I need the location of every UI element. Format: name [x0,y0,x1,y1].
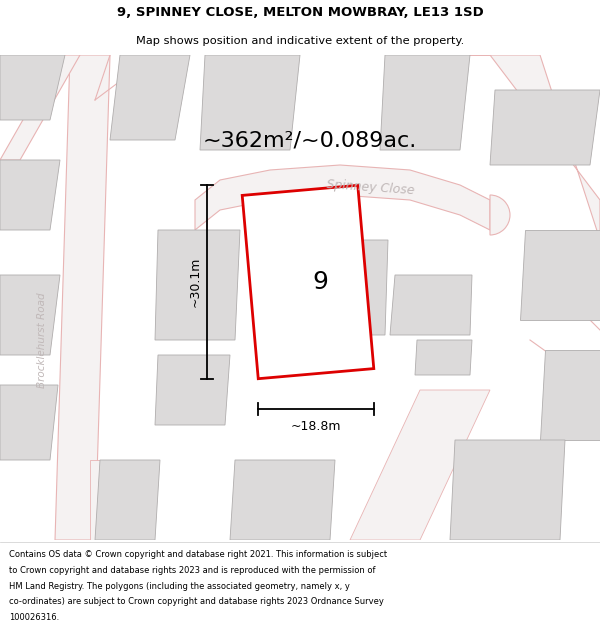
Polygon shape [0,55,80,160]
Polygon shape [0,275,60,355]
Text: 9, SPINNEY CLOSE, MELTON MOWBRAY, LE13 1SD: 9, SPINNEY CLOSE, MELTON MOWBRAY, LE13 1… [116,6,484,19]
Text: co-ordinates) are subject to Crown copyright and database rights 2023 Ordnance S: co-ordinates) are subject to Crown copyr… [9,598,384,606]
Polygon shape [390,275,472,335]
Text: ~18.8m: ~18.8m [291,420,341,433]
Text: ~30.1m: ~30.1m [189,257,202,307]
Polygon shape [380,55,470,150]
Polygon shape [200,55,300,150]
Polygon shape [0,55,65,120]
Text: Contains OS data © Crown copyright and database right 2021. This information is : Contains OS data © Crown copyright and d… [9,550,387,559]
Polygon shape [490,90,600,165]
Polygon shape [540,350,600,440]
Wedge shape [490,195,510,235]
Polygon shape [242,185,374,379]
Polygon shape [195,165,490,230]
Polygon shape [155,355,230,425]
Polygon shape [0,385,58,460]
Polygon shape [0,160,60,230]
Text: ~362m²/~0.089ac.: ~362m²/~0.089ac. [203,130,417,150]
Polygon shape [90,460,140,540]
Polygon shape [55,55,110,540]
Polygon shape [430,55,600,240]
Text: Spinney Close: Spinney Close [326,179,415,198]
Polygon shape [295,240,388,335]
Polygon shape [520,230,600,320]
Text: to Crown copyright and database rights 2023 and is reproduced with the permissio: to Crown copyright and database rights 2… [9,566,376,575]
Text: Map shows position and indicative extent of the property.: Map shows position and indicative extent… [136,36,464,46]
Polygon shape [110,55,190,140]
Polygon shape [415,340,472,375]
Text: Brocklehurst Road: Brocklehurst Road [37,292,47,388]
Polygon shape [155,230,240,340]
Polygon shape [350,390,490,540]
Text: 9: 9 [312,270,328,294]
Polygon shape [95,460,160,540]
Text: 100026316.: 100026316. [9,613,59,622]
Text: HM Land Registry. The polygons (including the associated geometry, namely x, y: HM Land Registry. The polygons (includin… [9,582,350,591]
Polygon shape [450,440,565,540]
Polygon shape [230,460,335,540]
